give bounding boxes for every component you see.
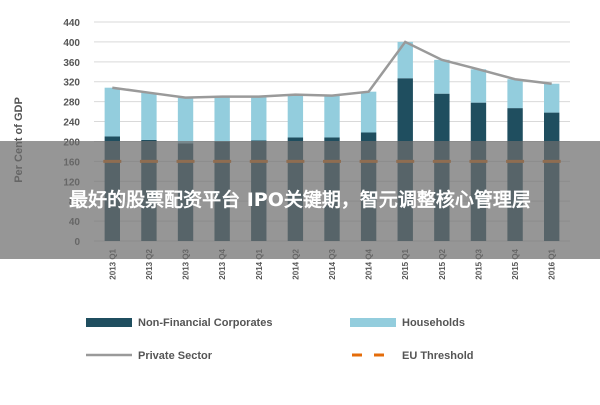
x-tick-label: 2013 Q1 [108,248,117,279]
x-tick-label: 2013 Q3 [182,248,191,279]
legend: Non-Financial Corporates Households Priv… [86,317,474,362]
bar-households [434,59,450,94]
x-tick-label: 2014 Q4 [365,248,374,279]
bar-households [177,97,194,144]
bar-households [324,95,340,138]
bar-households [507,79,523,109]
overlay-banner: 最好的股票配资平台 IPO关键期，智元调整核心管理层 [0,141,600,259]
x-tick-label: 2015 Q1 [401,248,410,279]
legend-swatch-non-financial [86,318,132,327]
y-tick-label: 360 [63,58,80,69]
x-tick-label: 2014 Q3 [328,248,337,279]
legend-swatch-households [350,318,396,327]
y-tick-label: 400 [63,38,80,49]
line-private-sector [112,40,552,99]
bar-households [360,91,377,133]
x-tick-label: 2014 Q2 [291,248,300,279]
x-tick-label: 2015 Q4 [511,248,520,279]
y-tick-label: 280 [63,98,80,109]
x-tick-label: 2013 Q2 [145,248,154,279]
y-tick-label: 440 [63,18,80,29]
bar-households [544,83,560,113]
y-tick-label: 240 [63,118,80,129]
overlay-headline[interactable]: 最好的股票配资平台 IPO关键期，智元调整核心管理层 [69,189,531,211]
bar-households [251,96,267,141]
legend-label-eu-threshold: EU Threshold [402,350,474,362]
bar-households [470,69,487,103]
legend-label-private-sector: Private Sector [138,350,213,362]
legend-label-households: Households [402,317,465,329]
legend-label-non-financial: Non-Financial Corporates [138,317,272,329]
bar-households [104,87,120,137]
bar-households [214,96,230,142]
y-tick-label: 320 [63,78,80,89]
bar-households [287,94,304,138]
x-tick-label: 2015 Q3 [474,248,483,279]
x-tick-label: 2015 Q2 [438,248,447,279]
bar-households [141,92,157,140]
x-tick-label: 2016 Q1 [548,248,557,279]
x-tick-label: 2013 Q4 [218,248,227,279]
bar-households [397,41,413,79]
x-tick-label: 2014 Q1 [255,248,264,279]
x-tick-labels: 2013 Q1 2013 Q2 2013 Q3 2013 Q4 2014 Q1 2014 … [108,248,556,279]
